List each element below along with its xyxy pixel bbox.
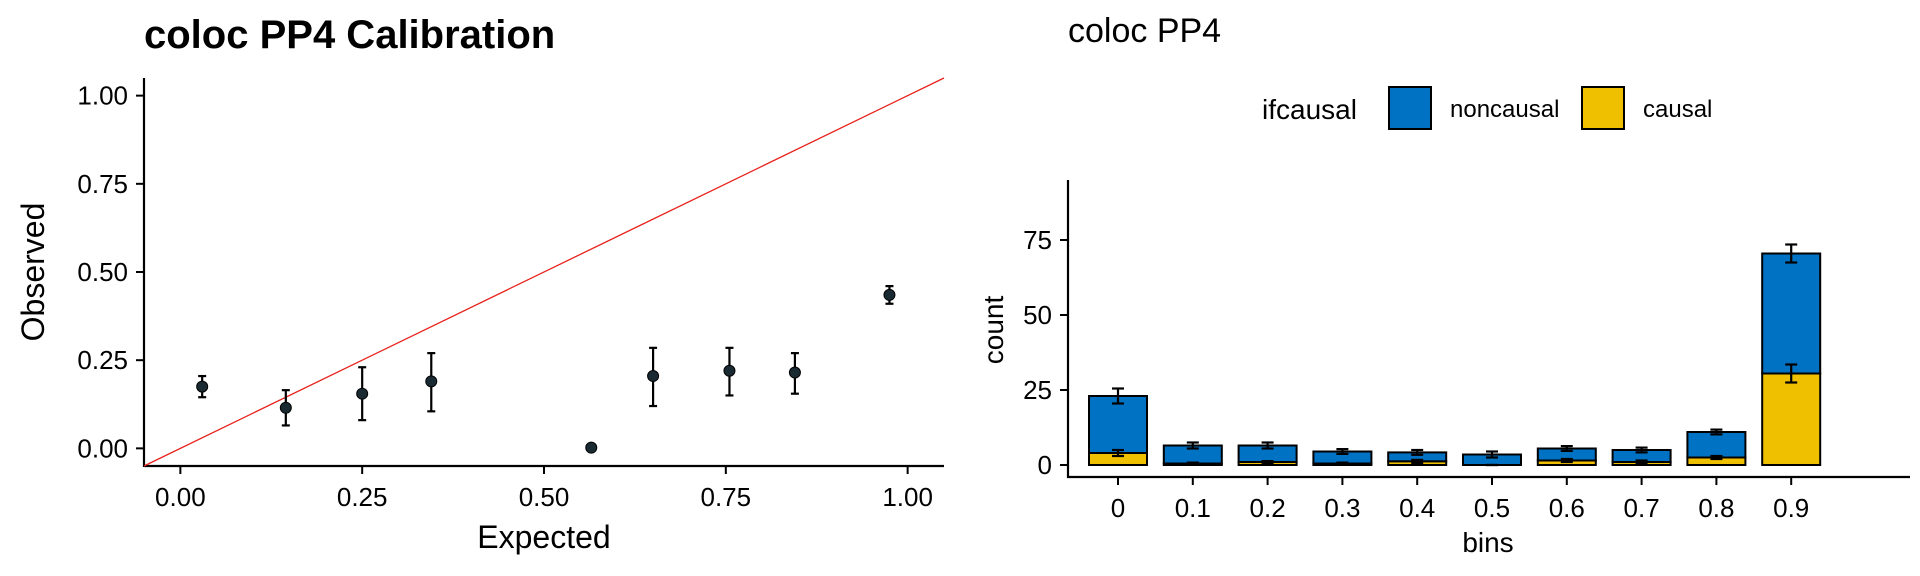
- data-point: [788, 366, 801, 379]
- histogram-y-tick-label: 50: [1023, 300, 1052, 330]
- histogram-x-tick-label: 0.4: [1399, 493, 1435, 523]
- data-point: [647, 370, 660, 383]
- histogram-x-tick-label: 0.1: [1175, 493, 1211, 523]
- bar-noncausal: [1088, 395, 1148, 454]
- histogram-x-tick-label: 0.2: [1250, 493, 1286, 523]
- legend-key-causal: [1581, 86, 1625, 130]
- calibration-y-tick-label: 0.25: [77, 345, 128, 375]
- histogram-y-ticks: 0 25 50 75: [1023, 225, 1068, 480]
- calibration-y-axis-title: Observed: [15, 203, 51, 342]
- histogram-x-ticks: 0 0.1 0.2 0.3 0.4 0.5 0.6 0.7 0.8 0.9: [1111, 477, 1809, 523]
- calibration-y-tick-label: 0.50: [77, 257, 128, 287]
- histogram-y-tick-label: 0: [1038, 450, 1052, 480]
- calibration-x-axis-title: Expected: [477, 519, 610, 555]
- calibration-x-tick-label: 0.50: [519, 482, 570, 512]
- calibration-x-tick-label: 0.00: [155, 482, 206, 512]
- histogram-x-tick-label: 0.8: [1698, 493, 1734, 523]
- data-point: [883, 288, 896, 301]
- calibration-chart: coloc PP4 Calibration 0.00 0.25 0.50 0.75 1.…: [15, 13, 945, 555]
- histogram-x-axis-title: bins: [1462, 527, 1513, 558]
- histogram-chart: coloc PP4 ifcausal noncausal causal 0 0.1…: [978, 12, 1910, 558]
- legend-label-causal: causal: [1643, 96, 1712, 123]
- calibration-x-ticks: 0.00 0.25 0.50 0.75 1.00: [155, 466, 933, 512]
- data-point: [356, 387, 369, 400]
- calibration-y-tick-label: 1.00: [77, 81, 128, 111]
- calibration-points: [196, 285, 896, 454]
- bar-causal: [1761, 372, 1822, 466]
- data-point: [425, 375, 438, 388]
- histogram-y-tick-label: 25: [1023, 375, 1052, 405]
- legend-key-noncausal: [1388, 86, 1432, 130]
- legend: ifcausal noncausal causal: [1262, 86, 1712, 130]
- identity-reference-line: [143, 77, 945, 467]
- histogram-chart-title: coloc PP4: [1068, 12, 1221, 50]
- data-point: [279, 401, 292, 414]
- calibration-y-ticks: 0.00 0.25 0.50 0.75 1.00: [77, 81, 144, 463]
- legend-title: ifcausal: [1262, 94, 1357, 125]
- identity-line: [143, 77, 945, 467]
- histogram-x-tick-label: 0.7: [1624, 493, 1660, 523]
- calibration-y-tick-label: 0.00: [77, 433, 128, 463]
- bar-noncausal: [1761, 252, 1822, 375]
- histogram-x-tick-label: 0: [1111, 493, 1125, 523]
- legend-label-noncausal: noncausal: [1450, 96, 1559, 123]
- histogram-bars: [1088, 243, 1822, 467]
- histogram-y-axis-title: count: [978, 296, 1009, 365]
- calibration-chart-title: coloc PP4 Calibration: [144, 13, 555, 57]
- histogram-x-tick-label: 0.3: [1324, 493, 1360, 523]
- calibration-x-tick-label: 1.00: [882, 482, 933, 512]
- data-point: [196, 380, 209, 393]
- histogram-x-tick-label: 0.6: [1549, 493, 1585, 523]
- histogram-x-tick-label: 0.9: [1773, 493, 1809, 523]
- calibration-x-tick-label: 0.25: [337, 482, 388, 512]
- calibration-x-tick-label: 0.75: [701, 482, 752, 512]
- calibration-y-tick-label: 0.75: [77, 169, 128, 199]
- bar-noncausal: [1686, 431, 1747, 459]
- data-point: [585, 441, 598, 454]
- data-point: [723, 364, 736, 377]
- histogram-x-tick-label: 0.5: [1474, 493, 1510, 523]
- histogram-y-tick-label: 75: [1023, 225, 1052, 255]
